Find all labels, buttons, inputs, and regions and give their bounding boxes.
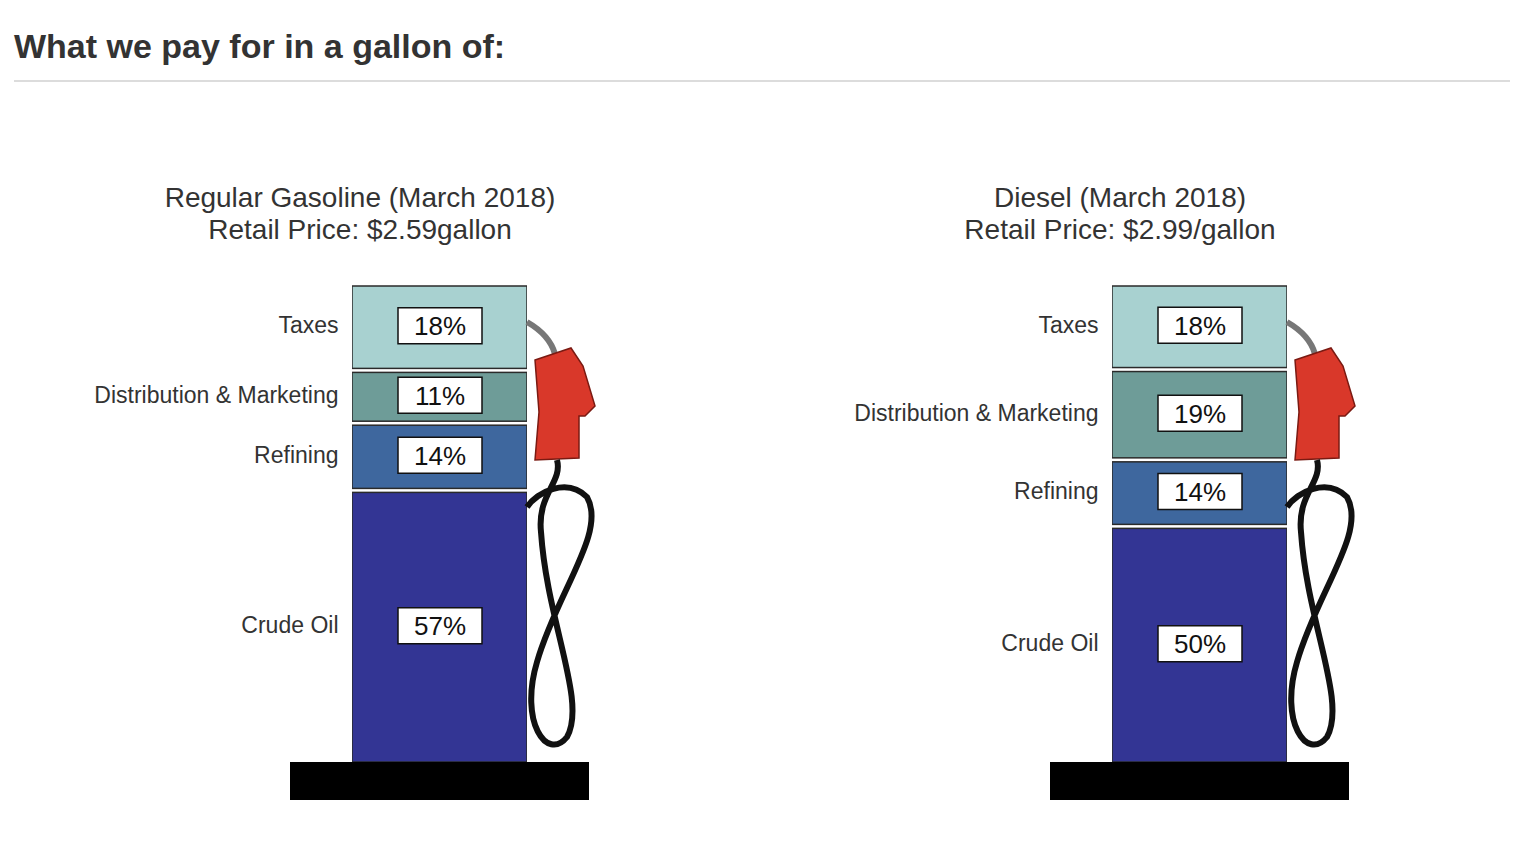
svg-text:Crude Oil: Crude Oil — [241, 612, 338, 638]
html-text:Retail Price: $2.59gallon: Retail Price: $2.59gallon — [208, 214, 512, 245]
svg-text:19%: 19% — [1174, 399, 1226, 429]
html-text:Regular Gasoline (March 2018): Regular Gasoline (March 2018) — [164, 182, 556, 213]
svg-text:14%: 14% — [1174, 477, 1226, 507]
svg-text:Distribution & Marketing: Distribution & Marketing — [854, 400, 1098, 426]
html-text:Diesel (March 2018): Diesel (March 2018) — [993, 182, 1246, 213]
svg-text:50%: 50% — [1174, 629, 1226, 659]
svg-text:Refining: Refining — [254, 442, 338, 468]
svg-text:11%: 11% — [415, 381, 465, 411]
svg-text:14%: 14% — [414, 441, 466, 471]
svg-text:Taxes: Taxes — [1038, 312, 1098, 338]
html-text:What we pay for in a gallon of: What we pay for in a gallon of: — [14, 27, 506, 65]
svg-text:Crude Oil: Crude Oil — [1001, 630, 1098, 656]
svg-text:18%: 18% — [414, 311, 466, 341]
svg-text:57%: 57% — [414, 611, 466, 641]
svg-text:Taxes: Taxes — [278, 312, 338, 338]
svg-text:Refining: Refining — [1014, 478, 1098, 504]
html-text:Retail Price: $2.99/gallon: Retail Price: $2.99/gallon — [964, 214, 1276, 245]
svg-text:Distribution & Marketing: Distribution & Marketing — [94, 382, 338, 408]
svg-text:18%: 18% — [1174, 311, 1226, 341]
